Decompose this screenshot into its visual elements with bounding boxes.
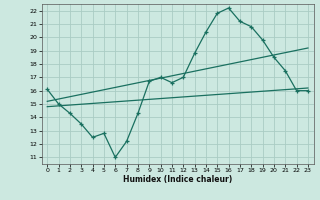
X-axis label: Humidex (Indice chaleur): Humidex (Indice chaleur) bbox=[123, 175, 232, 184]
